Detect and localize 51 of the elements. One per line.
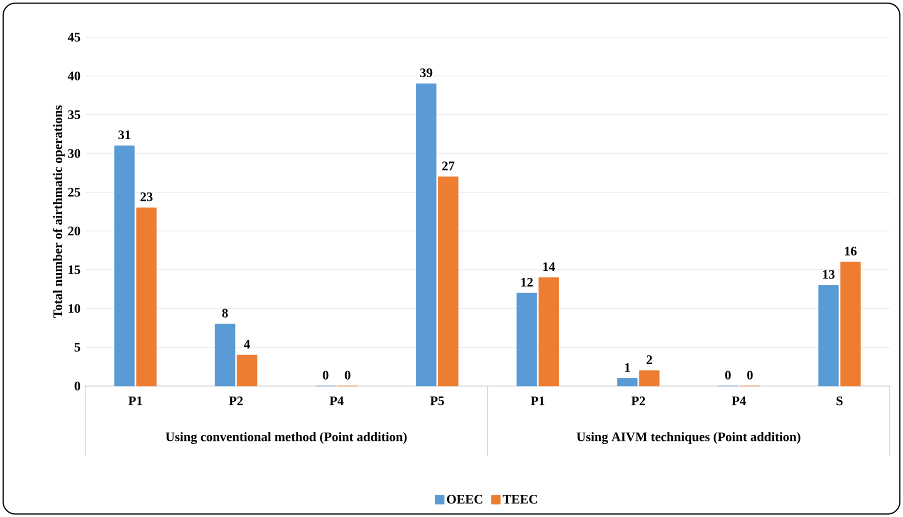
data-label: 4 (244, 340, 250, 348)
data-label: 23 (140, 192, 153, 202)
y-tick-label: 10 (68, 304, 80, 313)
y-tick-label: 5 (74, 342, 80, 352)
text: Using AIVM techniques (Point addition) (576, 432, 800, 444)
x-tick-label: P1 (530, 396, 544, 406)
x-tick-label: P5 (430, 396, 444, 406)
data-label: 0 (725, 370, 731, 380)
data-label: 13 (823, 270, 835, 279)
y-tick-label: 30 (68, 149, 80, 158)
y-tick-label: 15 (68, 265, 80, 274)
bar (840, 262, 861, 386)
data-label: 0 (344, 370, 350, 380)
bar (617, 378, 638, 386)
legend-label: OEEC (447, 494, 482, 504)
bar (136, 207, 157, 386)
y-tick-label: 40 (68, 71, 80, 80)
x-tick-label: P2 (229, 396, 243, 406)
data-label: 8 (222, 308, 228, 318)
bar (214, 324, 236, 386)
bar (438, 176, 458, 386)
bar (818, 284, 839, 386)
data-label: 16 (845, 246, 857, 256)
x-tick-label: S (836, 396, 843, 406)
text: Using conventional method (Point addition) (166, 432, 407, 444)
bar (516, 292, 537, 386)
y-tick-label: 25 (68, 188, 80, 197)
data-label: 0 (322, 370, 328, 380)
data-label: 12 (521, 278, 533, 286)
x-tick-label: P2 (631, 396, 646, 406)
bar (538, 277, 559, 386)
bar (236, 354, 258, 386)
bar (639, 370, 660, 386)
x-tick-label: P1 (128, 396, 142, 406)
y-tick-label: 35 (68, 110, 80, 119)
y-tick-label: 45 (68, 32, 80, 42)
x-tick-label: P4 (732, 396, 746, 406)
x-tick-label: P4 (330, 396, 344, 406)
legend-label: TEEC (502, 494, 538, 504)
data-label: 31 (118, 130, 130, 140)
data-label: 27 (442, 162, 454, 170)
bar (114, 145, 135, 386)
data-label: 2 (646, 355, 652, 364)
data-label: 39 (420, 68, 432, 78)
y-tick-label: 20 (68, 226, 80, 236)
y-axis-title: Total number of airthmatic operations (52, 105, 65, 318)
data-label: 1 (625, 363, 630, 372)
data-label: 14 (543, 262, 556, 271)
bar (416, 83, 436, 386)
data-label: 0 (747, 370, 753, 380)
y-tick-label: 0 (74, 382, 80, 390)
